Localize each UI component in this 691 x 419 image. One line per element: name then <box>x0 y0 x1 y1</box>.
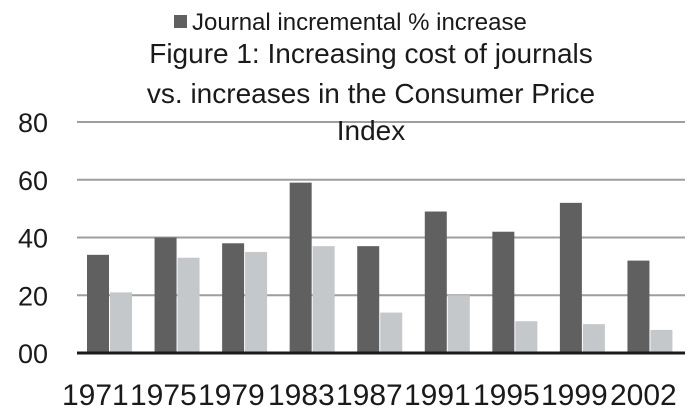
chart-title-line: Index <box>337 115 406 146</box>
x-tick-label: 1999 <box>541 379 608 412</box>
bar-series-2 <box>650 330 672 353</box>
bar-series-2 <box>583 324 605 353</box>
chart-title-line: vs. increases in the Consumer Price <box>147 78 595 109</box>
bar-series-2 <box>448 295 470 353</box>
legend-swatch <box>174 15 187 28</box>
chart-title-line: Figure 1: Increasing cost of journals <box>149 38 593 69</box>
bar-series-2 <box>110 292 132 353</box>
x-tick-label: 1983 <box>268 379 335 412</box>
x-tick-label: 1987 <box>336 379 403 412</box>
bar-series-2 <box>313 246 335 353</box>
y-tick-label: 80 <box>18 108 48 138</box>
x-tick-label: 1991 <box>404 379 471 412</box>
bar-series-1 <box>87 255 109 353</box>
x-tick-label: 1975 <box>130 379 197 412</box>
bar-series-1 <box>155 238 177 354</box>
bar-series-1 <box>627 261 649 353</box>
bar-series-1 <box>290 183 312 353</box>
bar-series-2 <box>515 321 537 353</box>
bar-series-1 <box>560 203 582 353</box>
y-tick-label: 40 <box>18 224 48 254</box>
bar-series-1 <box>357 246 379 353</box>
bar-series-2 <box>245 252 267 353</box>
y-tick-label: 60 <box>18 166 48 196</box>
x-tick-label: 1971 <box>62 379 129 412</box>
y-tick-label: 00 <box>18 339 48 369</box>
bar-series-2 <box>178 258 200 353</box>
bar-series-1 <box>425 212 447 353</box>
bar-series-2 <box>380 313 402 353</box>
x-tick-label: 2002 <box>610 379 677 412</box>
bar-layer <box>87 183 672 353</box>
x-tick-label: 1995 <box>473 379 540 412</box>
y-tick-label: 20 <box>18 281 48 311</box>
bar-series-1 <box>222 243 244 353</box>
bar-series-1 <box>492 232 514 353</box>
legend-label: Journal incremental % increase <box>192 9 527 36</box>
x-tick-label: 1979 <box>198 379 265 412</box>
